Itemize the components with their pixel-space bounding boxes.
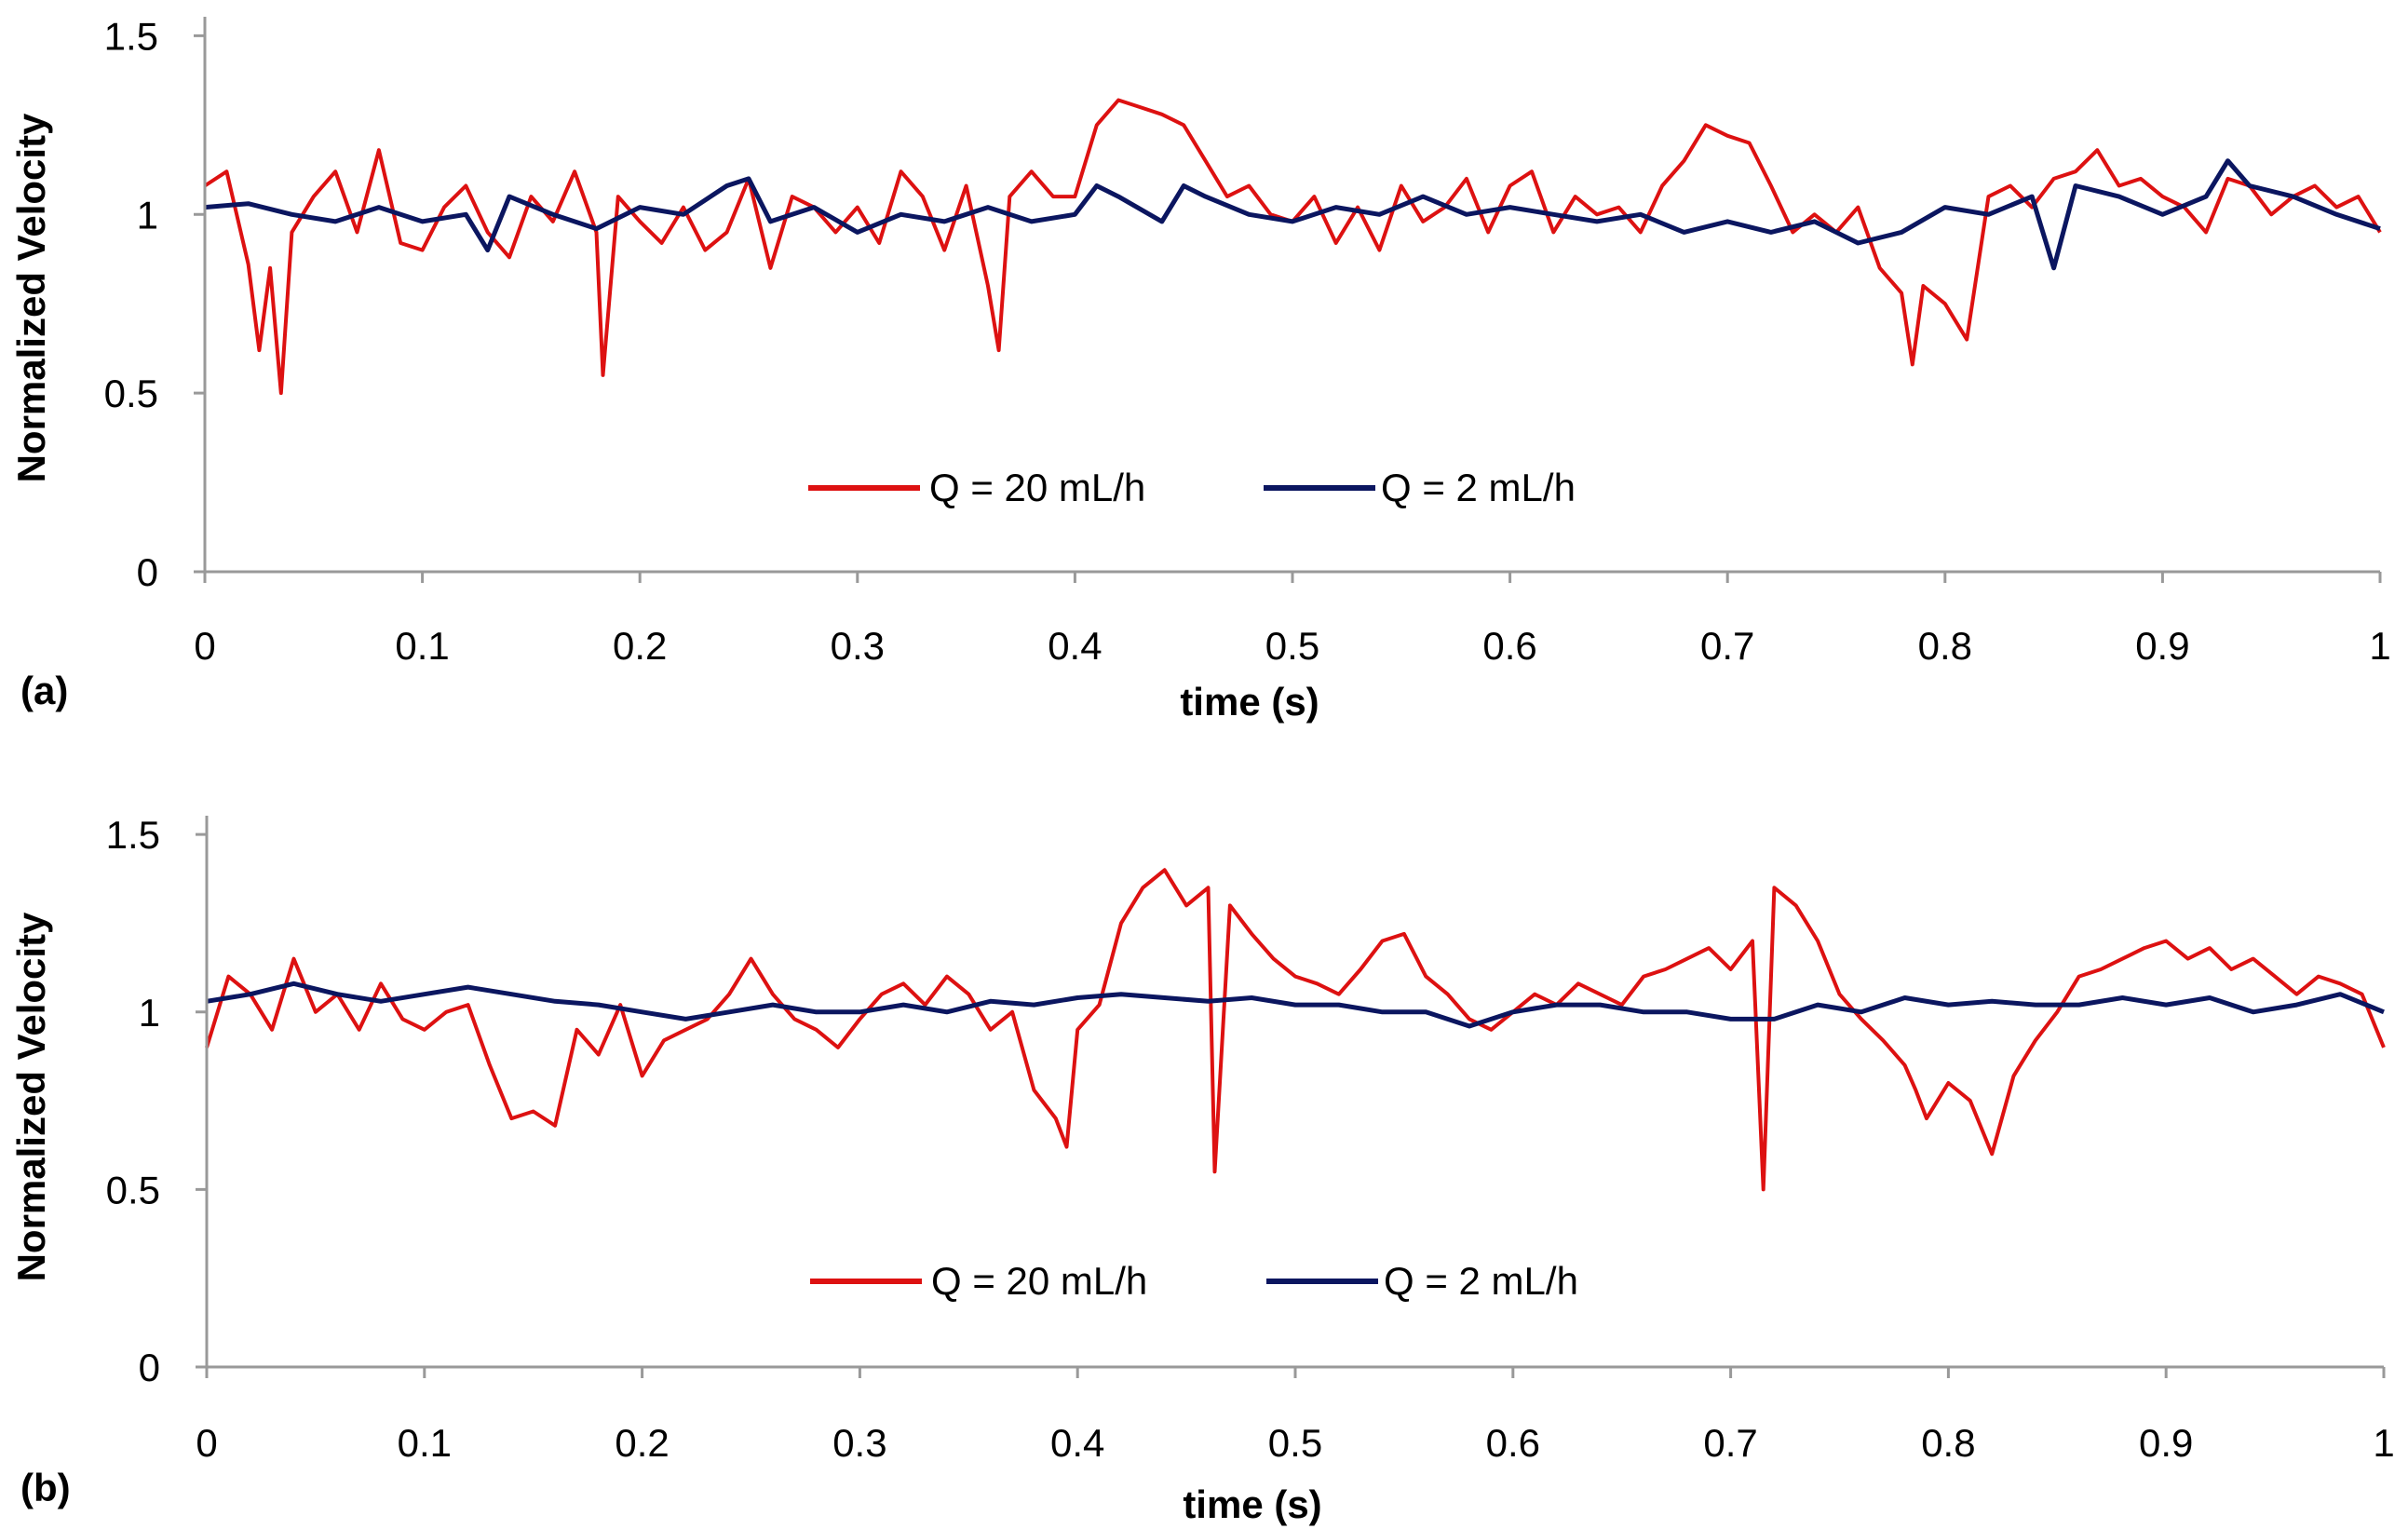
legend-label-q20: Q = 20 mL/h bbox=[931, 1259, 1147, 1303]
x-tick-label: 1 bbox=[2373, 1421, 2394, 1465]
y-tick-label: 1.5 bbox=[106, 813, 160, 857]
y-axis-title: Normalized Velocity bbox=[9, 113, 53, 482]
x-tick-label: 0.5 bbox=[1265, 624, 1319, 668]
x-tick-label: 0.8 bbox=[1918, 624, 1972, 668]
legend-label-q20: Q = 20 mL/h bbox=[929, 466, 1145, 509]
legend: Q = 20 mL/h Q = 2 mL/h bbox=[810, 1259, 1578, 1303]
panel-label: (a) bbox=[20, 669, 68, 712]
legend: Q = 20 mL/h Q = 2 mL/h bbox=[808, 466, 1576, 509]
x-axis-title: time (s) bbox=[1183, 1482, 1321, 1526]
x-tick-label: 0 bbox=[194, 624, 215, 668]
x-tick-label: 0.9 bbox=[2139, 1421, 2193, 1465]
x-tick-label: 0.5 bbox=[1268, 1421, 1322, 1465]
chart-panel-b: Normalized Velocity time (s) (b) 0 0.5 1 1.… bbox=[9, 813, 2395, 1526]
y-tick-label: 0 bbox=[137, 550, 158, 594]
y-tick-label: 0.5 bbox=[104, 372, 158, 415]
x-tick-label: 0 bbox=[196, 1421, 217, 1465]
figure: Normalized Velocity time (s) (a) 0 0.5 1 1.… bbox=[0, 0, 2408, 1529]
y-tick-label: 1 bbox=[137, 193, 158, 237]
y-tick-label: 0 bbox=[139, 1346, 160, 1389]
legend-label-q2: Q = 2 mL/h bbox=[1381, 466, 1576, 509]
y-tick-label: 1 bbox=[139, 991, 160, 1035]
x-tick-label: 0.1 bbox=[395, 624, 449, 668]
y-tick-labels: 0 0.5 1 1.5 bbox=[104, 14, 205, 594]
y-tick-label: 0.5 bbox=[106, 1168, 160, 1211]
x-tick-label: 0.2 bbox=[613, 624, 667, 668]
x-axis-title: time (s) bbox=[1180, 680, 1319, 724]
x-tick-label: 0.3 bbox=[831, 624, 885, 668]
x-tick-label: 0.6 bbox=[1482, 624, 1536, 668]
x-tick-label: 0.1 bbox=[398, 1421, 452, 1465]
y-tick-labels: 0 0.5 1 1.5 bbox=[106, 813, 207, 1389]
chart-panel-a: Normalized Velocity time (s) (a) 0 0.5 1 1.… bbox=[9, 14, 2391, 724]
legend-label-q2: Q = 2 mL/h bbox=[1384, 1259, 1578, 1303]
x-tick-label: 0.8 bbox=[1921, 1421, 1975, 1465]
y-axis-title: Normalized Velocity bbox=[9, 912, 53, 1281]
x-tick-label: 1 bbox=[2369, 624, 2390, 668]
panel-label: (b) bbox=[20, 1466, 71, 1509]
x-tick-label: 0.6 bbox=[1486, 1421, 1540, 1465]
x-tick-label: 0.7 bbox=[1703, 1421, 1757, 1465]
x-tick-label: 0.3 bbox=[832, 1421, 886, 1465]
x-tick-label: 0.2 bbox=[615, 1421, 669, 1465]
series-lines bbox=[207, 870, 2384, 1189]
series-line-q20 bbox=[205, 101, 2380, 394]
x-tick-label: 0.4 bbox=[1050, 1421, 1104, 1465]
x-tick-label: 0.7 bbox=[1700, 624, 1754, 668]
x-tick-labels: 0 0.1 0.2 0.3 0.4 0.5 0.6 0.7 0.8 0.9 1 bbox=[196, 1367, 2394, 1465]
series-lines bbox=[205, 101, 2380, 394]
series-line-q2 bbox=[207, 983, 2384, 1026]
x-tick-labels: 0 0.1 0.2 0.3 0.4 0.5 0.6 0.7 0.8 0.9 1 bbox=[194, 572, 2390, 668]
x-tick-label: 0.9 bbox=[2135, 624, 2189, 668]
y-tick-label: 1.5 bbox=[104, 14, 158, 58]
x-tick-label: 0.4 bbox=[1048, 624, 1102, 668]
series-line-q20 bbox=[207, 870, 2384, 1189]
